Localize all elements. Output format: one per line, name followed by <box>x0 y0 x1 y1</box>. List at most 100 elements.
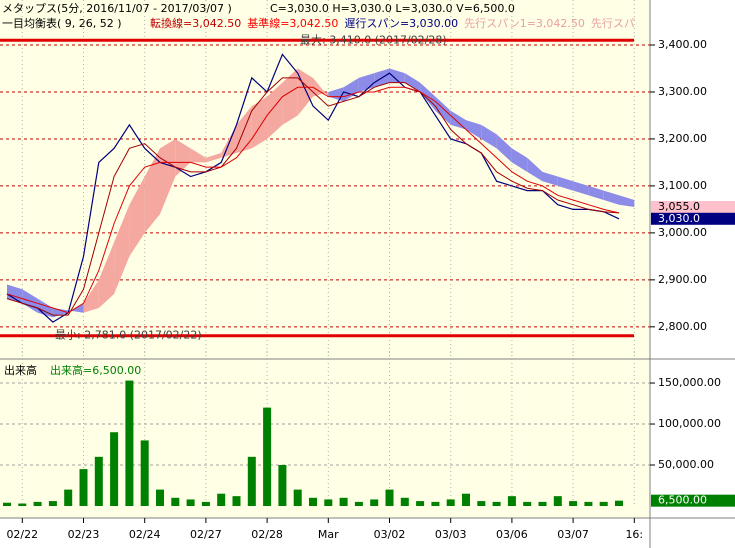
cloud <box>358 73 375 92</box>
volume-bar <box>140 440 149 506</box>
cloud <box>37 298 53 318</box>
volume-bar <box>186 499 195 506</box>
cloud <box>404 73 421 92</box>
last-value-label: 6,500.00 <box>658 494 707 507</box>
volume-bar <box>64 489 73 506</box>
y-tick-label: 100,000.00 <box>658 417 721 430</box>
cloud <box>542 171 558 186</box>
last-value-box <box>651 201 735 214</box>
volume-bar <box>523 501 532 506</box>
volume-bar <box>370 499 379 506</box>
volume-bar <box>446 499 455 506</box>
volume-bar <box>247 456 256 506</box>
x-tick-label: 03/07 <box>557 528 589 541</box>
indicator: 一目均衡表( 9, 26, 52 ) <box>2 16 122 30</box>
price-line <box>6 53 620 323</box>
cloud <box>389 68 405 83</box>
y-tick-label: 2,900.00 <box>658 273 707 286</box>
volume-bar <box>201 501 210 506</box>
cloud <box>175 138 191 177</box>
y-tick-label: 150,000.00 <box>658 376 721 389</box>
y-tick-label: 3,000.00 <box>658 226 707 239</box>
volume-bar <box>507 496 516 506</box>
volume-value: 出来高=6,500.00 <box>50 363 141 377</box>
y-tick-label: 3,400.00 <box>658 38 707 51</box>
volume-bar <box>400 497 409 506</box>
volume-bar <box>492 501 501 506</box>
cloud <box>435 96 451 125</box>
price-line <box>6 86 620 314</box>
indicator-item: 先行スパン1=3,042.50 <box>464 17 585 30</box>
cloud <box>251 96 268 149</box>
plot-background <box>0 0 650 518</box>
volume-bar <box>339 497 348 506</box>
indicator-item: 遅行スパン=3,030.00 <box>344 17 458 30</box>
volume-bar <box>538 501 547 506</box>
ohlcv: C=3,030.0 H=3,030.0 L=3,030.0 V=6,500.0 <box>270 2 515 15</box>
cloud <box>144 148 160 233</box>
volume-bar <box>125 380 134 506</box>
y-tick-label: 3,300.00 <box>658 85 707 98</box>
volume-bar <box>79 469 88 506</box>
last-value-label: 3,030.0 <box>658 212 700 225</box>
cloud <box>114 204 130 294</box>
y-tick-label: 2,800.00 <box>658 320 707 333</box>
instrument: メタップス(5分, 2016/11/07 - 2017/03/07 ) <box>2 2 232 15</box>
cloud <box>496 134 512 163</box>
volume-bar <box>110 432 119 506</box>
cloud <box>83 279 99 313</box>
volume-bar <box>18 503 27 506</box>
volume-title: 出来高 <box>4 363 37 377</box>
x-tick-label: 02/27 <box>190 528 222 541</box>
x-tick-label: 02/22 <box>6 528 38 541</box>
indicator-item: 基準線=3,042.50 <box>247 16 338 30</box>
volume-bar <box>477 501 486 506</box>
volume-bar <box>553 496 562 506</box>
x-tick-label: 16: <box>625 528 643 541</box>
volume-bar <box>94 456 103 506</box>
y-tick-label: 3,100.00 <box>658 179 707 192</box>
volume-bar <box>431 501 440 506</box>
last-value-box <box>651 494 735 507</box>
cloud <box>190 148 206 163</box>
cloud <box>557 176 574 191</box>
cloud <box>129 176 145 257</box>
x-tick-label: 03/03 <box>435 528 467 541</box>
volume-bar <box>232 496 241 506</box>
volume-bar <box>3 502 11 506</box>
indicator-item: 転換線=3,042.50 <box>150 16 241 30</box>
cloud <box>527 157 543 182</box>
volume-bar <box>584 501 593 506</box>
volume-bar <box>354 501 363 506</box>
cloud <box>573 181 589 196</box>
volume-bar <box>171 497 180 506</box>
y-tick-label: 50,000.00 <box>658 458 714 471</box>
cloud <box>313 77 329 97</box>
cloud <box>282 68 298 125</box>
cloud <box>603 190 619 205</box>
cloud <box>619 195 635 208</box>
x-tick-label: 02/28 <box>251 528 283 541</box>
volume-bar <box>615 500 623 506</box>
cloud <box>160 138 176 215</box>
volume-bar <box>263 407 272 506</box>
volume-bar <box>416 501 425 506</box>
extreme-label: 最小: 2,781.0 (2017/02/22) <box>55 329 202 342</box>
volume-bar <box>309 497 317 506</box>
volume-bar <box>217 493 226 506</box>
cloud <box>588 185 604 200</box>
cloud <box>7 284 23 304</box>
volume-bar <box>156 489 164 506</box>
last-value-box <box>651 212 735 225</box>
cloud <box>205 153 222 163</box>
last-value-label: 3,055.0 <box>658 200 700 213</box>
volume-bar <box>48 501 57 506</box>
cloud <box>466 120 482 139</box>
x-tick-label: 03/06 <box>496 528 528 541</box>
cloud <box>450 110 466 130</box>
cloud <box>98 242 115 309</box>
volume-bar <box>599 501 608 506</box>
x-tick-label: Mar <box>318 528 339 541</box>
x-tick-label: 02/24 <box>129 528 161 541</box>
